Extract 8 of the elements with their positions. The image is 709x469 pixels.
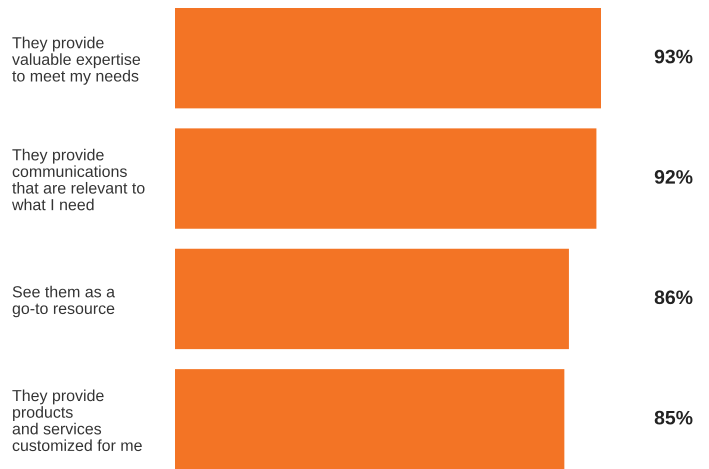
data-label: 93% bbox=[654, 50, 692, 64]
y-tick-label: See them as a go-to resource bbox=[12, 286, 115, 318]
data-label: 86% bbox=[654, 290, 692, 304]
y-tick-label: They provide valuable expertise to meet my needs bbox=[12, 36, 140, 85]
y-tick-label: They provide products and services customized for me bbox=[12, 389, 142, 452]
data-label: 92% bbox=[654, 170, 692, 184]
data-label: 85% bbox=[654, 410, 692, 425]
y-tick-label: They provide communications that are relevant to what I need bbox=[12, 148, 145, 210]
